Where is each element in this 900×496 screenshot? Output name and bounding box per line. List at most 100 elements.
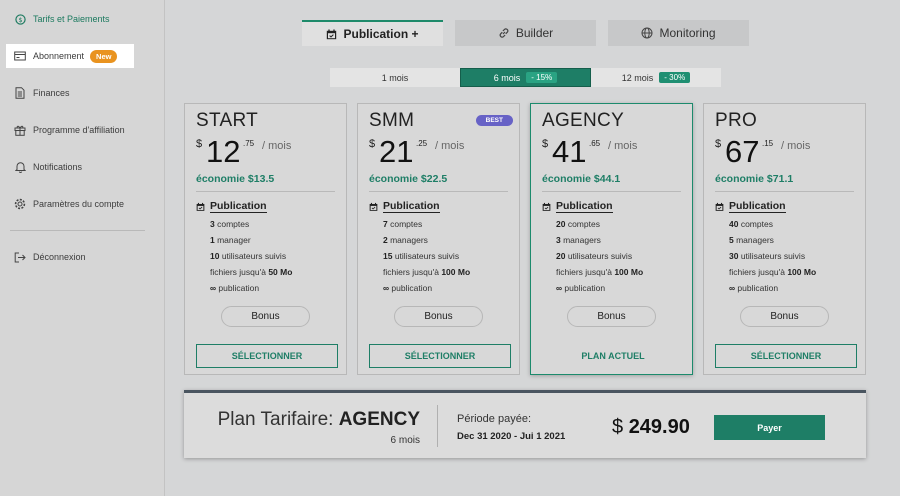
plan-price: $67.15 / mois — [715, 134, 865, 170]
order-summary: Plan Tarifaire: AGENCY 6 mois Période pa… — [184, 390, 866, 458]
sidebar-item-label: Programme d'affiliation — [33, 125, 125, 135]
card-divider — [196, 191, 335, 192]
feature-text: utilisateurs suivis — [738, 251, 806, 261]
period-1-mois[interactable]: 1 mois — [330, 68, 460, 87]
tab-label: Monitoring — [659, 26, 716, 40]
period-label: 12 mois — [621, 72, 654, 83]
bonus-button[interactable]: Bonus — [221, 306, 310, 327]
summary-total: $ 249.90 — [612, 416, 690, 439]
feature-text: fichiers jusqu'à — [210, 267, 269, 277]
summary-period: Dec 31 2020 - Jui 1 2021 — [457, 431, 566, 442]
sidebar-item-label: Notifications — [33, 162, 83, 172]
feature-text: managers — [387, 235, 428, 245]
feature-item: ∞ publication — [383, 283, 432, 293]
feature-text: publication — [562, 283, 606, 293]
calendar-icon — [196, 202, 205, 212]
sidebar-item-deconnexion[interactable]: Déconnexion — [6, 245, 134, 269]
sidebar: $ Tarifs et Paiements Abonnement New Fin… — [0, 0, 165, 496]
sidebar-item-affiliation[interactable]: Programme d'affiliation — [6, 118, 134, 142]
feature-text: comptes — [214, 219, 250, 229]
card-icon — [14, 50, 26, 62]
plan-name: AGENCY — [542, 110, 625, 131]
tab-monitoring[interactable]: Monitoring — [608, 20, 749, 46]
bonus-button[interactable]: Bonus — [394, 306, 483, 327]
period-12-mois[interactable]: 12 mois - 30% — [591, 68, 721, 87]
feature-item: 7 comptes — [383, 219, 422, 229]
card-divider — [715, 191, 854, 192]
sidebar-item-parametres[interactable]: Paramètres du compte — [6, 192, 134, 216]
feature-item: 5 managers — [729, 235, 774, 245]
summary-total-value: 249.90 — [628, 416, 690, 438]
feature-text: utilisateurs suivis — [219, 251, 287, 261]
feature-text: fichiers jusqu'à — [383, 267, 442, 277]
plan-economy: économie $44.1 — [542, 173, 621, 185]
link-icon — [498, 27, 510, 39]
plan-name: START — [196, 110, 259, 131]
summary-plan: Plan Tarifaire: AGENCY — [218, 409, 420, 431]
price-cents: .15 — [762, 139, 774, 148]
select-plan-button[interactable]: SÉLECTIONNER — [196, 344, 338, 368]
calendar-icon — [326, 29, 337, 40]
feature-text: comptes — [738, 219, 773, 229]
price-integer: 67 — [725, 134, 760, 169]
feature-title-label: Publication — [556, 200, 613, 213]
sidebar-item-tarifs[interactable]: $ Tarifs et Paiements — [6, 7, 134, 31]
tab-label: Publication + — [343, 27, 419, 41]
plan-economy: économie $22.5 — [369, 173, 448, 185]
feature-item: ∞ publication — [556, 283, 605, 293]
sidebar-item-label: Abonnement — [33, 51, 85, 61]
feature-value: 7 — [383, 219, 388, 229]
select-plan-button[interactable]: SÉLECTIONNER — [715, 344, 857, 368]
feature-text: publication — [735, 283, 779, 293]
select-plan-button[interactable]: SÉLECTIONNER — [369, 344, 511, 368]
sidebar-item-finances[interactable]: Finances — [6, 81, 134, 105]
sidebar-item-abonnement[interactable]: Abonnement New — [6, 44, 134, 68]
svg-text:$: $ — [18, 15, 22, 23]
feature-item: 30 utilisateurs suivis — [729, 251, 805, 261]
plan-price: $12.75 / mois — [196, 134, 346, 170]
plan-price: $21.25 / mois — [369, 134, 519, 170]
feature-text: fichiers jusqu'à — [556, 267, 615, 277]
period-label: 6 mois — [493, 72, 521, 83]
feature-value: 3 — [556, 235, 561, 245]
feature-value: 20 — [556, 219, 566, 229]
feature-value: 30 — [729, 251, 739, 261]
feature-value: ∞ — [556, 283, 563, 293]
feature-value: 100 Mo — [614, 267, 644, 277]
sidebar-item-label: Paramètres du compte — [33, 199, 125, 209]
sidebar-item-notifications[interactable]: Notifications — [6, 155, 134, 179]
feature-value: 15 — [383, 251, 393, 261]
plan-price: $41.65 / mois — [542, 134, 692, 170]
tab-publication[interactable]: Publication + — [302, 20, 443, 46]
feature-item: ∞ publication — [729, 283, 778, 293]
bonus-button[interactable]: Bonus — [567, 306, 656, 327]
plan-card-start: START $12.75 / mois économie $13.5 Publicati… — [184, 103, 347, 375]
tab-builder[interactable]: Builder — [455, 20, 596, 46]
feature-value: 50 Mo — [268, 267, 293, 277]
feature-value: 40 — [729, 219, 739, 229]
feature-item: 3 comptes — [210, 219, 249, 229]
logout-icon — [14, 251, 26, 263]
feature-title: Publication — [715, 200, 786, 213]
pay-button[interactable]: Payer — [714, 415, 825, 440]
feature-value: ∞ — [383, 283, 390, 293]
period-6-mois[interactable]: 6 mois - 15% — [460, 68, 591, 87]
sidebar-item-label: Finances — [33, 88, 70, 98]
calendar-icon — [715, 202, 724, 212]
feature-item: fichiers jusqu'à 100 Mo — [729, 267, 816, 277]
feature-text: managers — [560, 235, 601, 245]
period-label: 1 mois — [381, 72, 409, 83]
document-icon — [14, 87, 26, 99]
summary-period-label: Période payée: — [457, 413, 531, 425]
price-currency: $ — [196, 138, 203, 150]
bonus-button[interactable]: Bonus — [740, 306, 829, 327]
current-plan-label: PLAN ACTUEL — [581, 351, 645, 361]
gear-icon — [14, 198, 26, 210]
feature-value: 2 — [383, 235, 388, 245]
price-currency: $ — [542, 138, 549, 150]
card-divider — [542, 191, 681, 192]
feature-item: ∞ publication — [210, 283, 259, 293]
feature-value: ∞ — [210, 283, 217, 293]
feature-title-label: Publication — [210, 200, 267, 213]
feature-value: 3 — [210, 219, 215, 229]
